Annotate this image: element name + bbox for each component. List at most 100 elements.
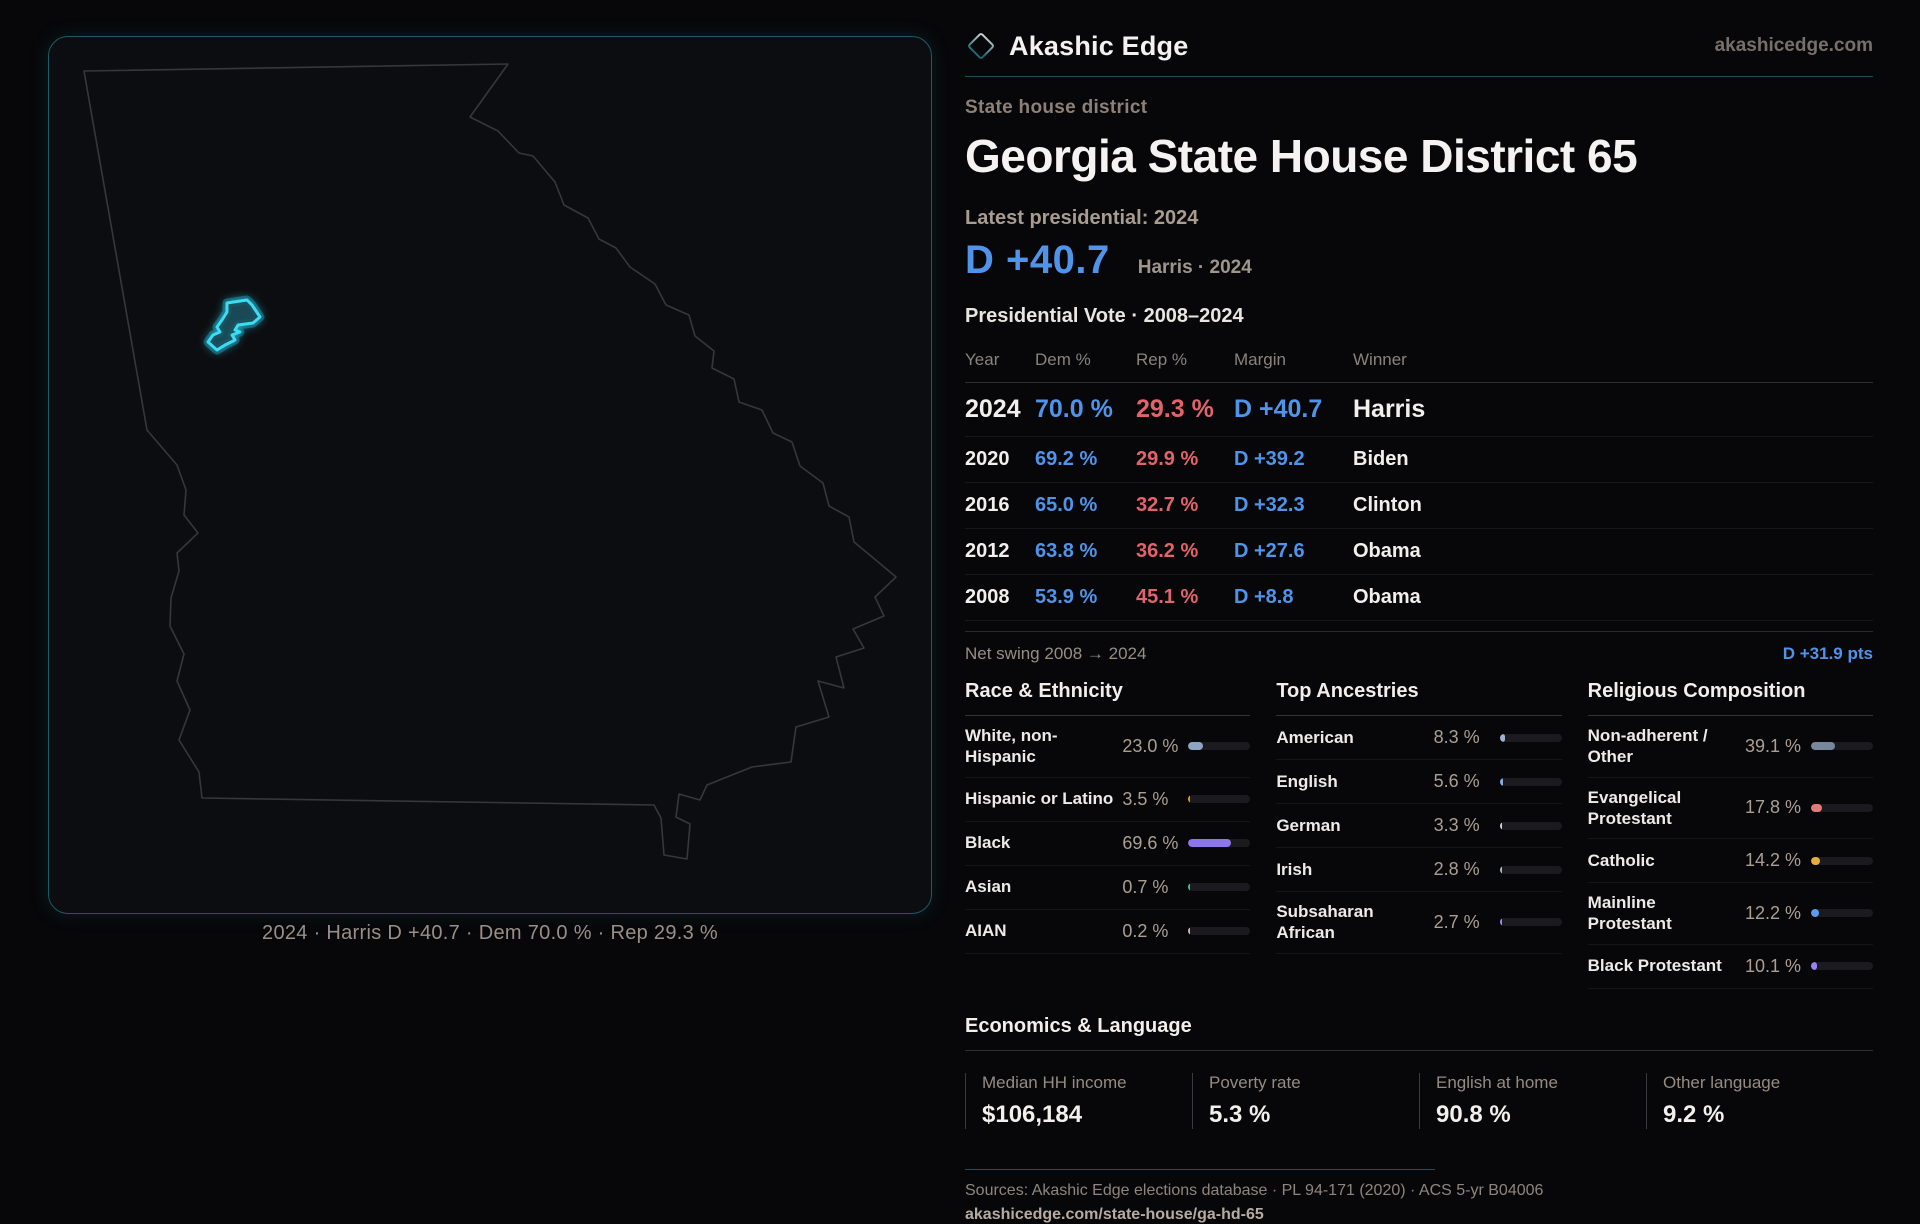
bar-track bbox=[1188, 795, 1251, 803]
demo-label: White, non-Hispanic bbox=[965, 726, 1058, 767]
bar-fill bbox=[1811, 742, 1836, 751]
stat-label: Median HH income bbox=[982, 1072, 1127, 1092]
demo-label: Evangelical Protestant bbox=[1587, 787, 1682, 828]
year-cell: 2008 bbox=[965, 586, 1010, 608]
demo-value: 0.2 % bbox=[1122, 920, 1169, 941]
stat-label: English at home bbox=[1436, 1072, 1558, 1092]
stat-other-language: Other language 9.2 % bbox=[1646, 1072, 1873, 1129]
race-title: Race & Ethnicity bbox=[965, 680, 1251, 716]
winner-cell: Obama bbox=[1353, 540, 1421, 562]
year-cell: 2020 bbox=[965, 448, 1010, 470]
demo-value: 5.6 % bbox=[1433, 771, 1480, 791]
table-row: 2020 69.2 % 29.9 % D +39.2 Biden bbox=[965, 437, 1873, 483]
bar-fill bbox=[1499, 865, 1502, 874]
stat-value: $106,184 bbox=[982, 1100, 1083, 1128]
demo-row: White, non-Hispanic 23.0 % bbox=[965, 716, 1251, 778]
demo-row: Hispanic or Latino 3.5 % bbox=[965, 778, 1251, 822]
winner-cell: Biden bbox=[1353, 448, 1409, 470]
bar-track bbox=[1499, 733, 1562, 742]
latest-presidential-label: Latest presidential: 2024 bbox=[965, 207, 1199, 229]
race-ethnicity-column: Race & Ethnicity White, non-Hispanic 23.… bbox=[965, 680, 1251, 989]
stat-value: 90.8 % bbox=[1436, 1100, 1511, 1128]
dem-cell: 69.2 % bbox=[1035, 448, 1098, 470]
demo-label: AIAN bbox=[965, 921, 1007, 941]
demo-row: American 8.3 % bbox=[1276, 716, 1562, 760]
bar-fill bbox=[1811, 856, 1820, 865]
year-cell: 2024 bbox=[965, 395, 1021, 423]
diamond-icon bbox=[968, 33, 994, 59]
bar-track bbox=[1499, 865, 1562, 874]
map-panel bbox=[48, 36, 932, 914]
demo-label: American bbox=[1276, 727, 1354, 747]
table-row: 2008 53.9 % 45.1 % D +8.8 Obama bbox=[965, 575, 1873, 621]
demo-label: Black bbox=[965, 833, 1011, 853]
bar-fill bbox=[1811, 909, 1819, 918]
rep-cell: 36.2 % bbox=[1136, 540, 1199, 562]
demo-row: AIAN 0.2 % bbox=[965, 910, 1251, 954]
demo-row: Non-adherent / Other 39.1 % bbox=[1587, 716, 1873, 778]
demo-label: English bbox=[1276, 771, 1338, 791]
demo-label: Hispanic or Latino bbox=[965, 789, 1114, 809]
demo-value: 10.1 % bbox=[1745, 955, 1802, 976]
demographics-section: Race & Ethnicity White, non-Hispanic 23.… bbox=[965, 680, 1873, 989]
ancestries-title: Top Ancestries bbox=[1276, 680, 1562, 716]
demo-label: Non-adherent / Other bbox=[1587, 726, 1708, 767]
demo-value: 2.8 % bbox=[1433, 859, 1480, 879]
bar-track bbox=[1499, 918, 1562, 927]
bar-track bbox=[1188, 883, 1251, 891]
sources-text: Sources: Akashic Edge elections database… bbox=[965, 1181, 1544, 1199]
permalink-url[interactable]: akashicedge.com/state-house/ga-hd-65 bbox=[965, 1205, 1264, 1223]
demo-row: Asian 0.7 % bbox=[965, 866, 1251, 910]
margin-cell: D +40.7 bbox=[1234, 395, 1323, 423]
stat-english-at-home: English at home 90.8 % bbox=[1419, 1072, 1646, 1129]
demo-label: Asian bbox=[965, 877, 1012, 897]
dem-cell: 70.0 % bbox=[1035, 395, 1113, 423]
margin-cell: D +8.8 bbox=[1234, 586, 1294, 608]
bar-track bbox=[1811, 856, 1873, 865]
stat-poverty-rate: Poverty rate 5.3 % bbox=[1192, 1072, 1419, 1129]
bar-fill bbox=[1499, 918, 1502, 927]
demo-value: 17.8 % bbox=[1745, 797, 1802, 818]
district-kicker: State house district bbox=[965, 97, 1148, 118]
winner-cell: Harris bbox=[1353, 395, 1426, 423]
demo-row: Black Protestant 10.1 % bbox=[1587, 945, 1873, 989]
bar-fill bbox=[1188, 883, 1191, 891]
demo-value: 3.3 % bbox=[1433, 815, 1480, 835]
economics-title: Economics & Language bbox=[965, 1015, 1873, 1051]
bar-track bbox=[1188, 742, 1251, 751]
bar-fill bbox=[1188, 742, 1203, 751]
brand-domain-link[interactable]: akashicedge.com bbox=[1714, 35, 1873, 56]
bar-track bbox=[1811, 803, 1873, 812]
georgia-map bbox=[83, 63, 897, 860]
bar-track bbox=[1499, 821, 1562, 830]
demo-row: German 3.3 % bbox=[1276, 804, 1562, 848]
demo-value: 69.6 % bbox=[1122, 832, 1179, 853]
bar-fill bbox=[1188, 795, 1191, 803]
stat-value: 5.3 % bbox=[1209, 1100, 1271, 1128]
bar-track bbox=[1188, 927, 1251, 935]
rep-cell: 29.9 % bbox=[1136, 448, 1199, 470]
header-divider bbox=[965, 76, 1873, 77]
bar-fill bbox=[1188, 927, 1191, 935]
bar-track bbox=[1499, 777, 1562, 786]
demo-row: Catholic 14.2 % bbox=[1587, 839, 1873, 883]
winner-cell: Clinton bbox=[1353, 494, 1422, 516]
bar-fill bbox=[1499, 821, 1502, 830]
ancestries-column: Top Ancestries American 8.3 % English 5.… bbox=[1276, 680, 1562, 989]
demo-label: Subsaharan African bbox=[1276, 902, 1374, 943]
brand-name: Akashic Edge bbox=[1009, 30, 1189, 61]
demo-row: Mainline Protestant 12.2 % bbox=[1587, 883, 1873, 945]
table-row: 2024 70.0 % 29.3 % D +40.7 Harris bbox=[965, 383, 1873, 437]
presidential-vote-table: Year Dem % Rep % Margin Winner 2024 70.0… bbox=[965, 344, 1873, 621]
district-65-shape[interactable] bbox=[206, 298, 262, 352]
rep-cell: 45.1 % bbox=[1136, 586, 1199, 608]
col-rep: Rep % bbox=[1136, 350, 1188, 369]
bar-track bbox=[1811, 909, 1873, 918]
demo-value: 23.0 % bbox=[1122, 735, 1179, 756]
bar-fill bbox=[1499, 733, 1505, 742]
bar-track bbox=[1188, 839, 1251, 847]
vote-table-title: Presidential Vote · 2008–2024 bbox=[965, 305, 1244, 327]
stat-median-income: Median HH income $106,184 bbox=[965, 1072, 1192, 1129]
detail-panel: Akashic Edge akashicedge.com State house… bbox=[965, 30, 1873, 1224]
table-row: 2016 65.0 % 32.7 % D +32.3 Clinton bbox=[965, 483, 1873, 529]
